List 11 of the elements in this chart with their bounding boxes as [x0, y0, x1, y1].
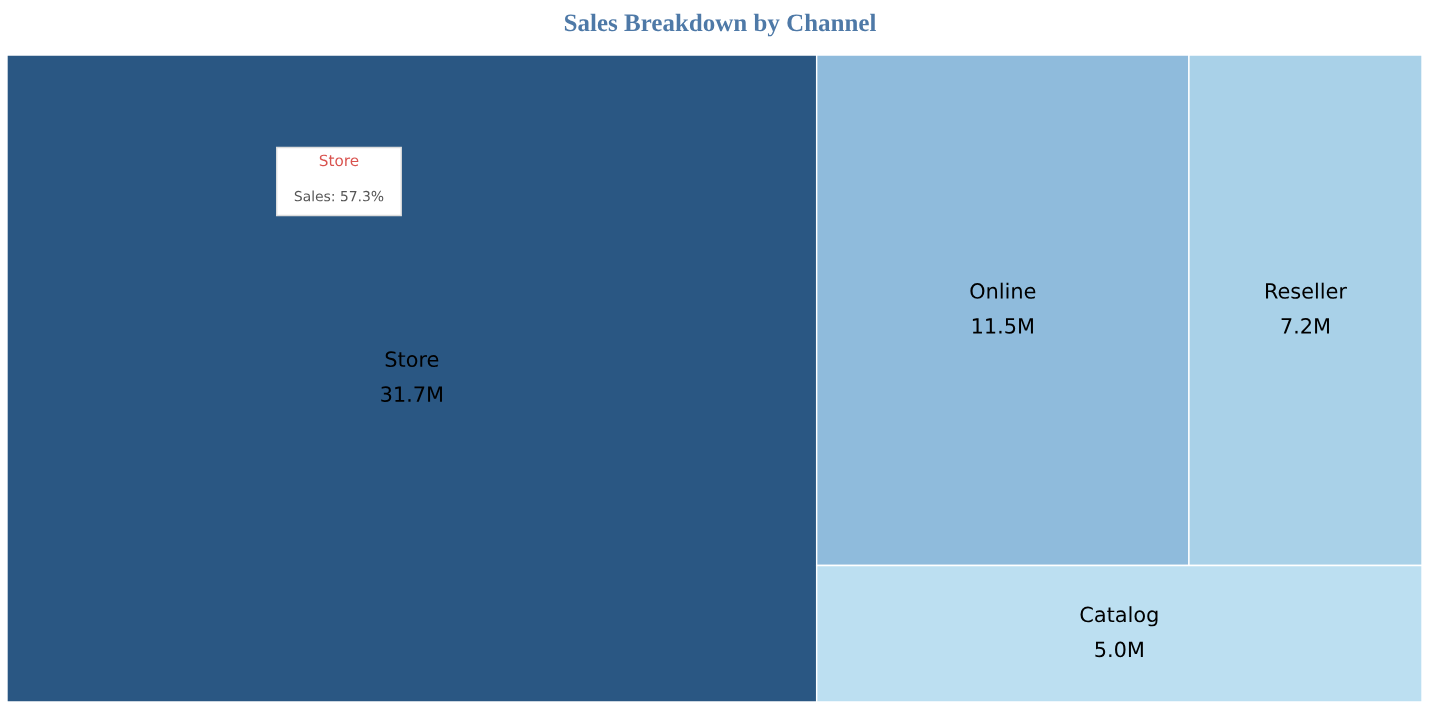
data-label: 11.5M: [972, 318, 1033, 334]
data-label: 31.7M: [381, 386, 442, 403]
data-label: 5.0M: [1095, 641, 1143, 658]
category-label: Catalog: [1080, 606, 1158, 627]
text: Sales: 57.3%: [294, 190, 384, 202]
data-label: 7.2M: [1281, 318, 1329, 334]
category-label: Store: [385, 351, 439, 368]
category-label: Online: [970, 282, 1036, 299]
text: Sales Breakdown by Channel: [564, 13, 876, 37]
text: Store: [319, 154, 359, 167]
category-label: Reseller: [1266, 282, 1347, 299]
